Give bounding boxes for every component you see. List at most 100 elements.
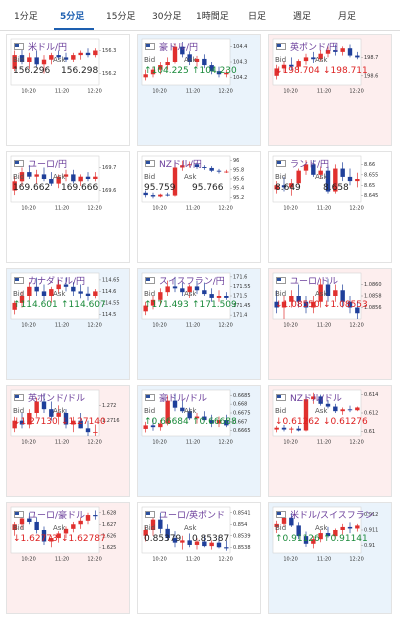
candle-body <box>318 170 323 175</box>
candle-body <box>63 413 69 425</box>
flag-corner <box>15 44 19 47</box>
flag-corner <box>146 44 150 47</box>
y-tick-label: 0.6675 <box>233 411 251 417</box>
candle-body <box>274 301 279 308</box>
mini-chart: 0.912 0.911 0.91 10:20 11:20 12:20 <box>272 506 378 563</box>
flag-corner <box>277 512 281 515</box>
y-tick-label: 104.3 <box>233 60 247 66</box>
mini-chart: 156.3 156.2 10:20 11:20 12:20 <box>10 38 116 95</box>
candle-body <box>194 541 200 545</box>
y-tick-label: 96 <box>233 158 239 164</box>
candle-body <box>318 53 323 60</box>
x-tick-label: 12:20 <box>349 323 363 329</box>
pair-name[interactable]: ランド/円 <box>290 160 330 170</box>
candle-body <box>172 46 178 62</box>
bid-value: ↓1.08550 <box>275 300 320 310</box>
candle-body <box>347 409 353 411</box>
pair-name[interactable]: 米ドル/円 <box>28 43 68 53</box>
candle-body <box>49 289 54 296</box>
candle-body <box>216 542 222 548</box>
ask-value: 156.298 <box>61 66 99 76</box>
bid-value: ↑0.66684 <box>144 417 189 427</box>
y-tick-label: 104.4 <box>233 44 247 50</box>
candle-body <box>34 401 39 413</box>
candle-body <box>78 420 83 429</box>
candle-body <box>78 520 83 525</box>
candle-body <box>12 420 17 429</box>
mini-chart: 1.272 1.2716 10:20 11:20 12:20 <box>10 389 120 446</box>
y-tick-label: 114.55 <box>102 300 120 306</box>
tab[interactable]: 1時間足 <box>196 12 229 22</box>
bid-value: ↓1.62773 <box>13 534 58 544</box>
candle-body <box>165 62 170 66</box>
pair-name[interactable]: ユーロ/豪ドル <box>28 511 86 521</box>
flag-corner <box>146 512 150 515</box>
x-tick-label: 10:20 <box>21 557 35 563</box>
pair-name[interactable]: ユーロ/円 <box>28 160 68 170</box>
y-tick-label: 95.4 <box>233 186 244 192</box>
pair-name[interactable]: NZドル/円 <box>159 160 202 170</box>
tab[interactable]: 週足 <box>293 12 312 22</box>
pair-name[interactable]: NZドル/ドル <box>290 394 342 404</box>
bid-label: Bid <box>144 173 156 181</box>
quote-card: ユーロ/円 Bid Ask 169.662 169.666 169.7 169.6 10:20… <box>6 151 130 263</box>
candle-body <box>158 519 163 529</box>
candle-body <box>34 521 39 530</box>
y-tick-label: 0.6665 <box>233 428 251 434</box>
ask-label: Ask <box>53 407 66 415</box>
x-tick-label: 10:20 <box>152 323 166 329</box>
y-tick-label: 0.612 <box>364 411 378 417</box>
ask-value: ↑114.607 <box>61 300 106 310</box>
candle-body <box>165 528 170 539</box>
x-tick-label: 10:20 <box>283 206 297 212</box>
candle-body <box>318 533 323 540</box>
ask-label: Ask <box>315 524 328 532</box>
flag-corner <box>15 512 19 515</box>
pair-name[interactable]: カナダドル/円 <box>28 277 86 287</box>
candle-body <box>19 420 25 425</box>
ask-value: 8.658 <box>323 183 349 193</box>
candle-body <box>41 530 47 542</box>
candle-body <box>209 65 214 72</box>
quote-card: 豪ドル/ドル Bid Ask ↑0.66684 ↑0.66688 0.6685 0.668 0… <box>137 385 261 497</box>
candle-body <box>333 530 338 537</box>
tab[interactable]: 月足 <box>338 12 357 22</box>
pair-name[interactable]: 豪ドル/ドル <box>159 394 208 404</box>
candle-body <box>340 290 345 302</box>
pair-name[interactable]: ユーロ/ドル <box>290 277 339 287</box>
candle-body <box>194 164 200 168</box>
candle-body <box>180 540 185 543</box>
x-tick-label: 11:20 <box>317 440 331 446</box>
candle-body <box>209 542 214 547</box>
pair-name[interactable]: 米ドル/スイスフラン <box>290 511 374 521</box>
tab[interactable]: 5分足 <box>60 12 85 22</box>
ask-label: Ask <box>53 290 66 298</box>
tab[interactable]: 30分足 <box>152 12 182 22</box>
candle-body <box>311 57 316 60</box>
x-tick-label: 11:20 <box>55 323 69 329</box>
pair-name[interactable]: 英ポンド/ドル <box>28 394 86 404</box>
x-tick-label: 12:20 <box>349 440 363 446</box>
candle-body <box>289 428 294 430</box>
tab[interactable]: 1分足 <box>14 12 38 22</box>
y-tick-label: 1.0856 <box>364 305 382 311</box>
candle-body <box>224 72 229 75</box>
y-tick-label: 171.45 <box>233 303 251 309</box>
pair-name[interactable]: 英ポンド/円 <box>290 43 339 53</box>
ask-value: ↓0.61276 <box>323 417 368 427</box>
tab[interactable]: 日足 <box>248 12 267 22</box>
y-tick-label: 156.2 <box>102 71 116 77</box>
tab[interactable]: 15分足 <box>106 12 136 22</box>
x-tick-label: 12:20 <box>87 206 101 212</box>
y-tick-label: 0.668 <box>233 402 247 408</box>
candle-body <box>216 420 222 424</box>
candle-body <box>34 57 39 65</box>
bid-value: 95.759 <box>144 183 176 193</box>
x-tick-label: 11:20 <box>186 206 200 212</box>
pair-name[interactable]: ユーロ/英ポンド <box>159 511 226 521</box>
pair-name[interactable]: スイスフラン/円 <box>159 277 225 287</box>
candle-body <box>355 407 360 411</box>
bid-value: ↑114.601 <box>13 300 58 310</box>
candle-body <box>303 57 309 62</box>
pair-name[interactable]: 豪ドル/円 <box>159 43 199 53</box>
